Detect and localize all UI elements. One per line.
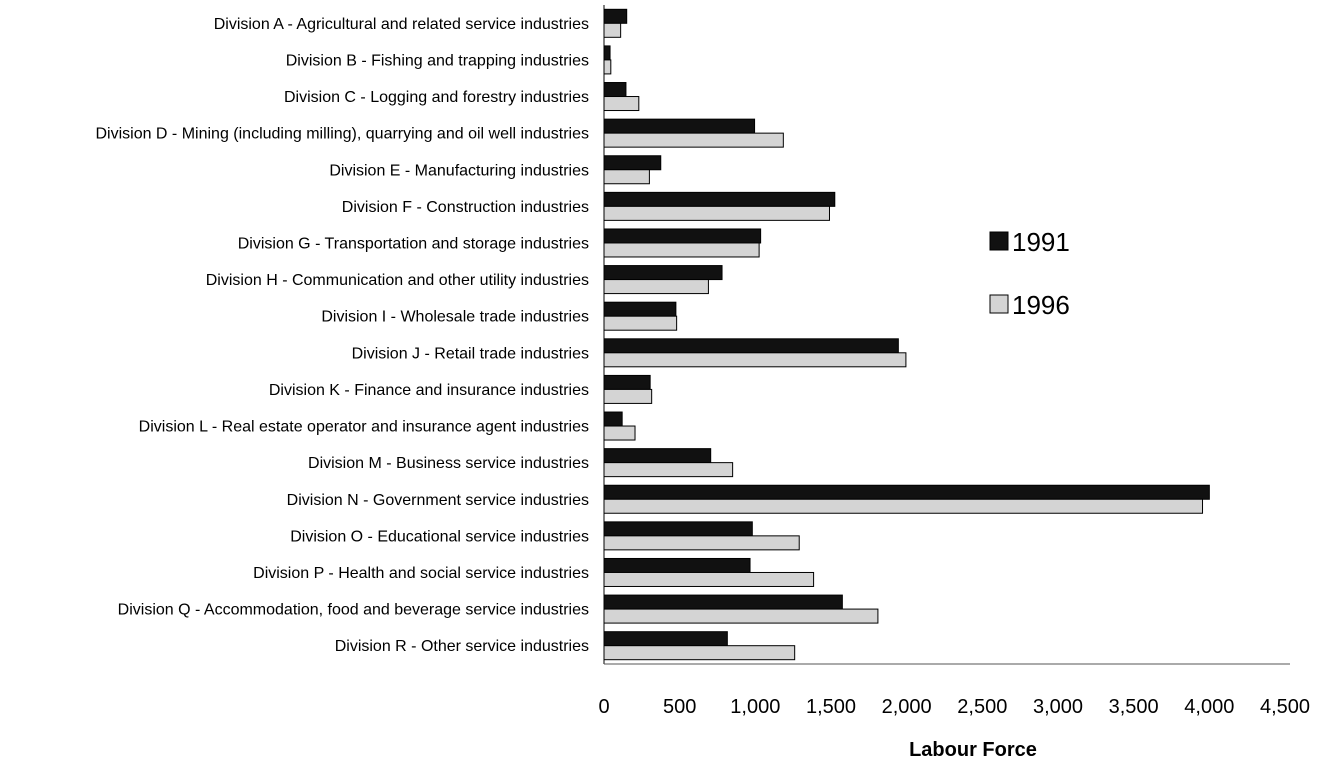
category-label: Division N - Government service industri… [287,492,589,509]
bar-1991 [603,448,712,464]
bar-1991 [603,631,728,647]
category-label: Division H - Communication and other uti… [206,272,589,289]
x-tick-label: 2,000 [882,696,932,718]
x-tick-label: 2,500 [957,696,1007,718]
x-tick-label: 0 [598,696,609,718]
bar-1996 [603,205,830,221]
legend: 1991 1996 [989,227,1070,320]
category-label: Division D - Mining (including milling),… [95,126,589,143]
bar-1996 [603,608,879,624]
category-label: Division O - Educational service industr… [290,528,589,545]
bar-1996 [603,425,636,441]
bar-1996 [603,498,1204,514]
category-label: Division C - Logging and forestry indust… [284,89,589,106]
bar-1996 [603,279,709,295]
legend-swatch-1991 [989,231,1009,251]
x-tick-label: 500 [663,696,696,718]
category-label: Division K - Finance and insurance indus… [269,382,589,399]
category-label: Division J - Retail trade industries [352,345,589,362]
x-tick-label: 3,500 [1109,696,1159,718]
bar-1996 [603,169,650,185]
bar-1996 [603,462,734,478]
category-label: Division P - Health and social service i… [253,565,589,582]
bar-1991 [603,155,662,171]
legend-label-1991: 1991 [1012,227,1070,257]
category-label: Division G - Transportation and storage … [238,235,589,252]
bar-1991 [603,82,627,98]
x-tick-label: 1,000 [730,696,780,718]
bar-1991 [603,228,762,244]
category-label: Division A - Agricultural and related se… [214,16,589,33]
bar-1996 [603,388,653,404]
bar-1996 [603,22,622,38]
bar-1991 [603,265,723,281]
bar-1991 [603,594,843,610]
bar-1991 [603,118,756,134]
bar-1996 [603,59,612,75]
x-tick-label: 1,500 [806,696,856,718]
bar-1996 [603,535,800,551]
category-label: Division E - Manufacturing industries [329,162,589,179]
bar-1991 [603,191,836,207]
category-label: Division Q - Accommodation, food and bev… [118,602,589,619]
category-label: Division L - Real estate operator and in… [139,419,589,436]
bar-1996 [603,96,640,112]
bar-1991 [603,557,751,573]
x-axis-title: Labour Force [909,739,1037,761]
bar-1996 [603,352,907,368]
category-label: Division I - Wholesale trade industries [321,309,589,326]
category-label: Division B - Fishing and trapping indust… [286,52,589,69]
bar-1996 [603,315,678,331]
legend-label-1996: 1996 [1012,290,1070,320]
bar-1991 [603,338,899,354]
bar-1991 [603,411,623,427]
bars [603,8,1210,661]
bar-1996 [603,132,784,148]
x-tick-labels: 0 500 1,000 1,500 2,000 2,500 3,000 3,500 4,000 4… [598,696,1310,718]
category-label: Division R - Other service industries [335,638,589,655]
legend-swatch-1996 [989,294,1009,314]
category-label: Division M - Business service industries [308,455,589,472]
bar-1991 [603,374,651,390]
bar-1996 [603,242,760,258]
x-tick-label: 3,000 [1033,696,1083,718]
x-tick-label: 4,000 [1184,696,1234,718]
category-labels: Division A - Agricultural and related se… [95,16,589,655]
bar-1991 [603,484,1210,500]
bar-1991 [603,521,753,537]
bar-1996 [603,571,815,587]
bar-1991 [603,301,677,317]
category-label: Division F - Construction industries [342,199,589,216]
bar-1991 [603,45,611,61]
bar-1996 [603,645,796,661]
bar-1991 [603,8,628,24]
x-tick-label: 4,500 [1260,696,1310,718]
